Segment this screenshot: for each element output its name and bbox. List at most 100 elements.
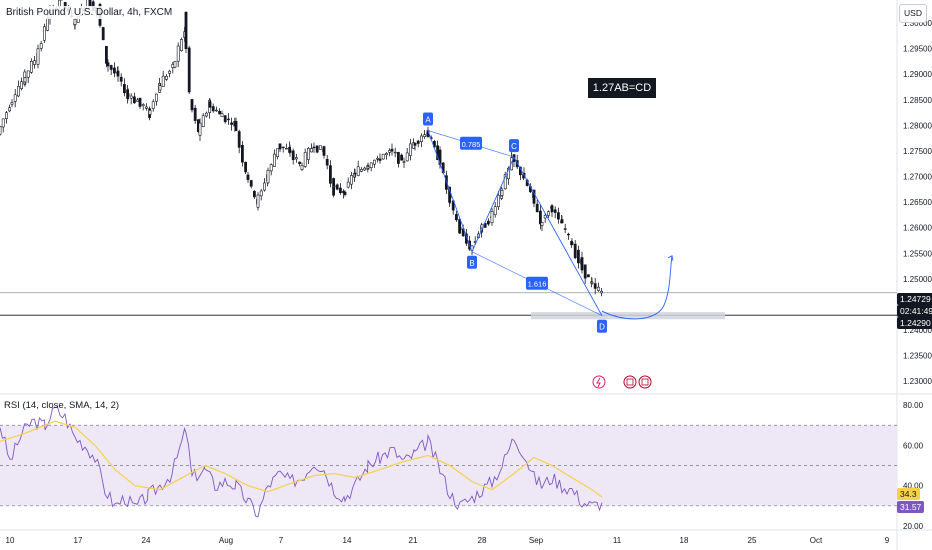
ratio-cd-label: 1.616 <box>528 280 547 289</box>
candle-body <box>346 181 350 188</box>
candle-body <box>369 162 373 168</box>
candle-body <box>303 152 307 167</box>
candle-body <box>349 175 353 185</box>
support-zone[interactable] <box>531 312 725 320</box>
candle-body <box>119 76 123 82</box>
candle-body <box>8 107 12 112</box>
candle-body <box>16 86 20 97</box>
candle-body <box>454 214 458 221</box>
pattern-point-label: B <box>469 259 474 268</box>
candle-body <box>458 226 462 230</box>
candle-body <box>281 146 285 149</box>
calendar-icon[interactable] <box>623 375 637 389</box>
price-tick-label: 1.23000 <box>903 377 932 386</box>
time-tick-label: 24 <box>142 536 151 545</box>
rsi-sma-tag: 34.3 <box>897 488 920 500</box>
candle-body <box>298 161 302 164</box>
candle-body <box>148 109 152 115</box>
candle-body <box>155 93 158 102</box>
price-tick-label: 1.26500 <box>903 198 932 207</box>
candle-body <box>586 274 590 278</box>
candle-body <box>570 242 574 245</box>
candle-body <box>510 157 514 171</box>
pattern-leg <box>427 130 473 252</box>
candle-body <box>372 159 376 165</box>
price-axis-panel[interactable] <box>897 0 932 550</box>
projection-arrowhead <box>667 255 674 261</box>
price-tick-label: 1.23500 <box>903 352 932 361</box>
event-icons <box>592 375 652 389</box>
candle-body <box>220 113 224 118</box>
candle-body <box>158 85 162 91</box>
calendar-icon[interactable] <box>638 375 652 389</box>
candle-body <box>201 115 205 127</box>
candle-body <box>1 118 5 128</box>
candle-body <box>10 102 14 105</box>
time-tick-label: Aug <box>219 536 233 545</box>
currency-button[interactable]: USD <box>899 4 927 23</box>
candle-body <box>593 283 597 289</box>
candle-body <box>168 70 172 74</box>
candle-body <box>5 112 8 120</box>
lightning-glyph <box>596 377 601 388</box>
candle-body <box>276 148 280 157</box>
pattern-point-d-badge[interactable] <box>597 319 607 333</box>
candle-body <box>376 157 380 160</box>
candle-body <box>218 110 222 115</box>
pattern-point-c-badge[interactable] <box>509 139 519 153</box>
candle-body <box>381 153 385 160</box>
candle-body <box>20 81 24 89</box>
pattern-leg <box>471 156 515 252</box>
candle-body <box>416 140 420 144</box>
candle-body <box>13 94 17 102</box>
candle-body <box>161 75 165 87</box>
annotation-label[interactable]: 1.27AB=CD ??? <box>588 78 656 114</box>
candle-body <box>328 165 332 184</box>
rsi-tick-label: 20.00 <box>903 522 924 531</box>
candle-body <box>338 187 342 194</box>
rsi-sma-line <box>0 420 603 498</box>
candle-body <box>493 206 497 215</box>
candle-body <box>503 174 507 190</box>
time-tick-label: 28 <box>478 536 487 545</box>
candle-body <box>322 146 326 156</box>
candle-body <box>506 167 510 180</box>
candle-body <box>109 65 113 70</box>
candle-body <box>573 243 577 259</box>
candle-body <box>33 60 37 65</box>
candle-body <box>46 18 50 31</box>
candle-body <box>215 109 218 112</box>
time-tick-label: 18 <box>680 536 689 545</box>
candle-body <box>198 122 202 136</box>
candle-body <box>291 150 295 160</box>
candle-body <box>543 215 547 219</box>
candle-body <box>237 131 241 148</box>
candle-body <box>580 257 584 271</box>
candle-body <box>106 62 110 67</box>
chart-title[interactable]: British Pound / U.S. Dollar, 4h, FXCM <box>4 6 175 19</box>
candle-body <box>363 167 367 171</box>
pattern-point-label: A <box>425 115 431 124</box>
lightning-icon[interactable] <box>592 375 606 389</box>
rsi-axis-ticks: 80.00 60.00 40.00 20.00 <box>903 401 924 531</box>
candle-body <box>123 84 126 94</box>
candle-body <box>396 152 400 164</box>
lightning-icon-ring <box>592 375 606 389</box>
calendar-glyph <box>626 378 634 386</box>
countdown-tag: 02:41:49 <box>897 305 932 317</box>
pattern-point-a-badge[interactable] <box>423 112 433 126</box>
candle-body <box>378 158 382 161</box>
price-tick-label: 1.27500 <box>903 147 932 156</box>
candle-body <box>288 149 292 153</box>
candle-body <box>343 191 347 195</box>
candle-body <box>278 143 282 150</box>
ratio-cd-label-badge[interactable] <box>526 276 548 290</box>
pattern-point-b-badge[interactable] <box>467 255 477 269</box>
candle-body <box>444 175 448 190</box>
candle-body <box>553 209 557 213</box>
level-price-tag: 1.24290 <box>897 317 932 329</box>
ratio-bc-label-badge[interactable] <box>460 136 482 150</box>
candle-body <box>546 211 550 216</box>
rsi-title[interactable]: RSI (14, close, SMA, 14, 2) <box>4 400 120 411</box>
